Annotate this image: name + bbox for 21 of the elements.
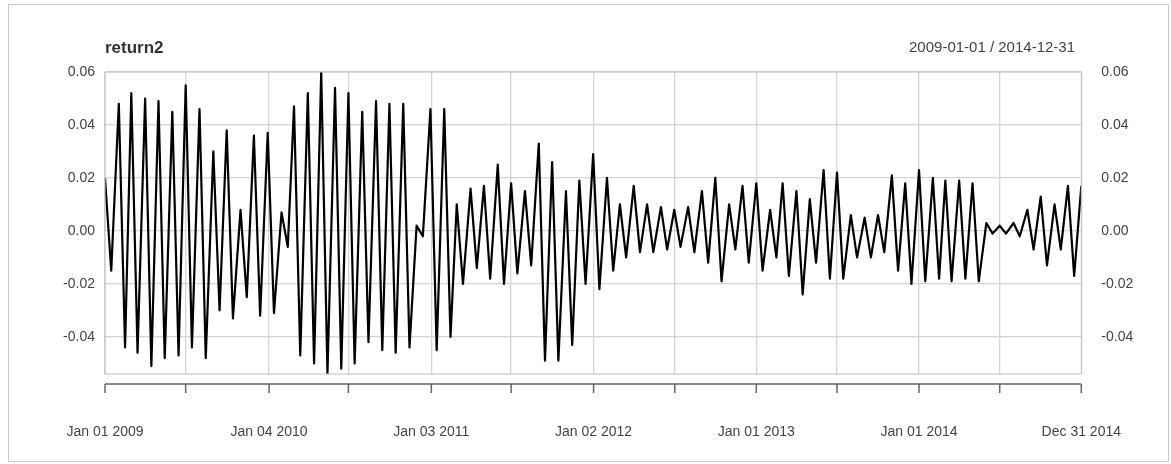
y-tick-label: -0.02 — [63, 274, 96, 291]
y2-tick-label: 0.06 — [1101, 62, 1129, 79]
y-tick-label: 0.06 — [67, 62, 96, 79]
x-tick-label: Jan 01 2014 — [880, 423, 958, 440]
y-tick-label: -0.04 — [63, 327, 96, 344]
y-tick-label: 0.04 — [67, 115, 96, 132]
y-tick-label: 0.00 — [67, 221, 96, 238]
x-tick-label: Dec 31 2014 — [1041, 423, 1122, 440]
y2-tick-label: 0.04 — [1101, 115, 1129, 132]
y2-tick-label: -0.02 — [1101, 274, 1134, 291]
chart-title: return2 — [105, 38, 164, 58]
y2-tick-label: 0.00 — [1101, 221, 1129, 238]
y2-tick-label: 0.02 — [1101, 168, 1129, 185]
x-tick-label: Jan 01 2013 — [717, 423, 796, 440]
x-tick-label: Jan 04 2010 — [230, 423, 308, 440]
y-tick-label: 0.02 — [67, 168, 96, 185]
x-tick-label: Jan 02 2012 — [555, 423, 633, 440]
x-tick-label: Jan 03 2011 — [393, 423, 470, 440]
chart-subtitle: 2009-01-01 / 2014-12-31 — [909, 38, 1075, 55]
x-tick-label: Jan 01 2009 — [66, 423, 144, 440]
y2-tick-label: -0.04 — [1101, 327, 1134, 344]
